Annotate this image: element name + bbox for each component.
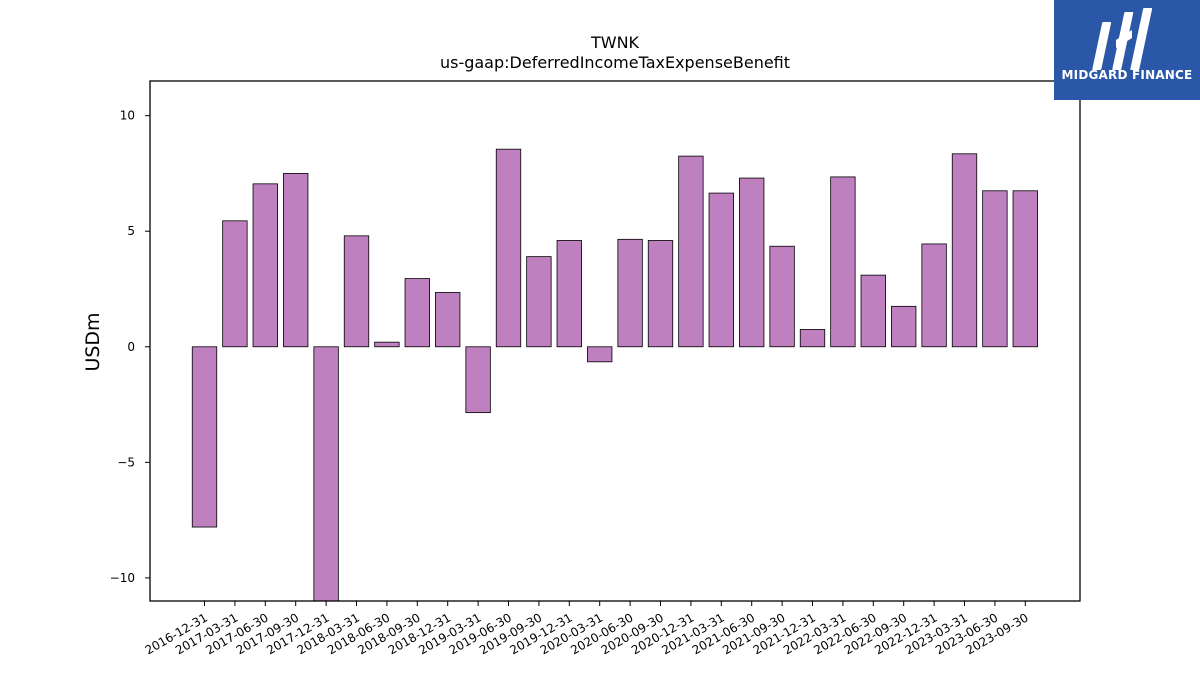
y-axis-label: USDm xyxy=(82,312,104,371)
bar-2018-06-30 xyxy=(374,341,400,348)
logo-text: MIDGARD FINANCE xyxy=(1061,68,1193,82)
bar-2022-09-30 xyxy=(891,305,917,348)
bar-2018-12-31 xyxy=(435,292,461,348)
bar-2017-12-31 xyxy=(313,346,339,602)
bar-2017-09-30 xyxy=(283,173,309,348)
bar-2023-09-30 xyxy=(1012,190,1038,348)
midgard-logo-icon xyxy=(1092,8,1153,70)
bar-2020-12-31 xyxy=(678,155,704,348)
bar-2021-09-30 xyxy=(769,245,795,348)
bar-2021-12-31 xyxy=(799,329,826,348)
bar-2019-12-31 xyxy=(556,240,582,348)
bar-2023-03-31 xyxy=(951,153,978,348)
bar-2021-03-31 xyxy=(708,192,734,348)
y-tick-label: −10 xyxy=(110,571,135,585)
bars-group xyxy=(191,148,1038,602)
bar-2020-03-31 xyxy=(587,346,613,363)
bar-2019-09-30 xyxy=(526,256,552,348)
bar-2022-06-30 xyxy=(860,274,886,348)
x-axis-ticks: 2016-12-312017-03-312017-06-302017-09-30… xyxy=(143,601,1031,657)
y-tick-label: 5 xyxy=(127,224,135,238)
bar-2017-03-31 xyxy=(222,220,248,348)
bar-2018-03-31 xyxy=(343,235,370,348)
bar-2022-03-31 xyxy=(830,176,856,348)
bar-2020-06-30 xyxy=(617,238,643,348)
bar-2019-03-31 xyxy=(465,346,491,414)
y-tick-label: 10 xyxy=(120,109,135,123)
bar-2016-12-31 xyxy=(191,346,218,528)
plot-frame xyxy=(149,80,1081,602)
chart-title: TWNK xyxy=(590,33,640,52)
bar-2022-12-31 xyxy=(921,243,947,348)
y-tick-label: −5 xyxy=(117,455,135,469)
bar-2020-09-30 xyxy=(647,240,674,348)
bar-2023-06-30 xyxy=(982,190,1008,348)
bar-2021-06-30 xyxy=(739,177,765,348)
midgard-finance-logo: MIDGARD FINANCE xyxy=(1054,0,1200,100)
bar-2017-06-30 xyxy=(252,183,278,348)
y-tick-label: 0 xyxy=(127,340,135,354)
bar-2018-09-30 xyxy=(404,278,430,348)
y-axis-ticks: 10 5 0 −5 −10 xyxy=(110,109,150,585)
bar-2019-06-30 xyxy=(495,148,522,348)
chart-subtitle: us-gaap:DeferredIncomeTaxExpenseBenefit xyxy=(440,53,790,72)
